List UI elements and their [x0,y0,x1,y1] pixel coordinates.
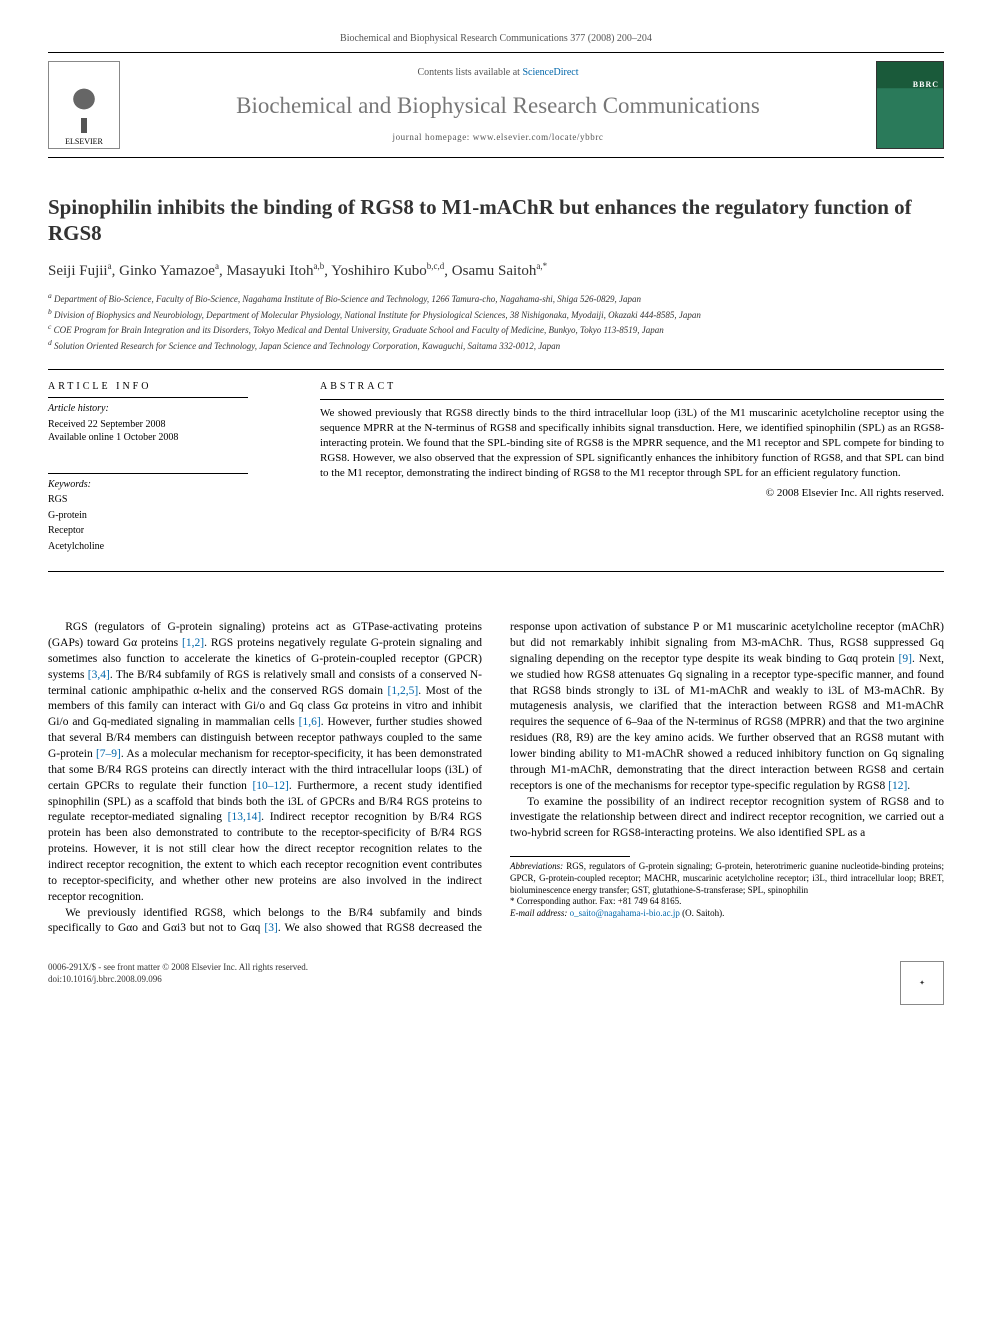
footnote-rule [510,856,630,857]
page-footer: 0006-291X/$ - see front matter © 2008 El… [48,961,944,1005]
divider [48,369,944,370]
article-title: Spinophilin inhibits the binding of RGS8… [48,194,944,247]
tree-icon [59,83,109,133]
masthead-center: Contents lists available at ScienceDirec… [136,66,860,143]
author-list: Seiji Fujiia, Ginko Yamazoea, Masayuki I… [48,260,944,281]
divider [48,473,248,474]
corresponding-author: * Corresponding author. Fax: +81 749 64 … [510,896,944,908]
abbreviations: Abbreviations: RGS, regulators of G-prot… [510,861,944,896]
email-suffix: (O. Saitoh). [680,908,725,918]
citation-link[interactable]: [10–12] [252,780,288,792]
citation-link[interactable]: [3] [264,922,277,934]
homepage-url[interactable]: www.elsevier.com/locate/ybbrc [473,132,604,142]
keyword: RGS [48,493,288,507]
citation-link[interactable]: [9] [899,653,912,665]
journal-masthead: ELSEVIER Contents lists available at Sci… [48,52,944,158]
citation-link[interactable]: [1,2,5] [388,685,419,697]
citation-link[interactable]: [13,14] [228,811,262,823]
body-text: RGS (regulators of G-protein signaling) … [48,620,944,937]
abstract-head: ABSTRACT [320,380,944,394]
article-info-column: ARTICLE INFO Article history: Received 2… [48,380,288,556]
footnotes: Abbreviations: RGS, regulators of G-prot… [510,856,944,919]
keyword: Receptor [48,524,288,538]
publisher-label: ELSEVIER [65,137,103,148]
divider [48,571,944,572]
homepage-line: journal homepage: www.elsevier.com/locat… [136,131,860,143]
journal-cover-thumb [876,61,944,149]
abstract-column: ABSTRACT We showed previously that RGS8 … [320,380,944,556]
keyword: G-protein [48,509,288,523]
abstract-text: We showed previously that RGS8 directly … [320,406,944,480]
citation-link[interactable]: [1,2] [182,637,204,649]
citation-link[interactable]: [1,6] [299,716,321,728]
history-line: Received 22 September 2008 [48,418,288,432]
keywords-head: Keywords: [48,478,288,492]
footer-left: 0006-291X/$ - see front matter © 2008 El… [48,961,308,1005]
keyword: Acetylcholine [48,540,288,554]
journal-name: Biochemical and Biophysical Research Com… [136,90,860,121]
body-paragraph: RGS (regulators of G-protein signaling) … [48,620,482,905]
abbrev-label: Abbreviations: [510,861,563,871]
history-line: Available online 1 October 2008 [48,431,288,445]
citation-link[interactable]: [12] [888,780,907,792]
contents-line: Contents lists available at ScienceDirec… [136,66,860,80]
sciencedirect-link[interactable]: ScienceDirect [522,67,578,78]
citation-link[interactable]: [7–9] [96,748,121,760]
header-citation: Biochemical and Biophysical Research Com… [48,32,944,46]
affiliation: d Solution Oriented Research for Science… [48,338,944,353]
article-info-head: ARTICLE INFO [48,380,288,394]
email-line: E-mail address: o_saito@nagahama-i-bio.a… [510,908,944,920]
elsevier-mark-icon: ✦ [900,961,944,1005]
affiliation: b Division of Biophysics and Neurobiolog… [48,307,944,322]
affiliation: a Department of Bio-Science, Faculty of … [48,291,944,306]
divider [48,397,248,398]
footer-front-matter: 0006-291X/$ - see front matter © 2008 El… [48,961,308,973]
contents-prefix: Contents lists available at [417,67,522,78]
copyright-line: © 2008 Elsevier Inc. All rights reserved… [320,486,944,501]
abbrev-text: RGS, regulators of G-protein signaling; … [510,861,944,894]
homepage-prefix: journal homepage: [392,132,472,142]
affiliation: c COE Program for Brain Integration and … [48,322,944,337]
citation-link[interactable]: [3,4] [88,669,110,681]
footer-doi: doi:10.1016/j.bbrc.2008.09.096 [48,973,308,985]
divider [320,399,944,400]
affiliations: a Department of Bio-Science, Faculty of … [48,291,944,352]
publisher-logo: ELSEVIER [48,61,120,149]
info-abstract-row: ARTICLE INFO Article history: Received 2… [48,380,944,556]
email-label: E-mail address: [510,908,567,918]
email-link[interactable]: o_saito@nagahama-i-bio.ac.jp [570,908,680,918]
body-paragraph: To examine the possibility of an indirec… [510,795,944,843]
history-head: Article history: [48,402,288,416]
